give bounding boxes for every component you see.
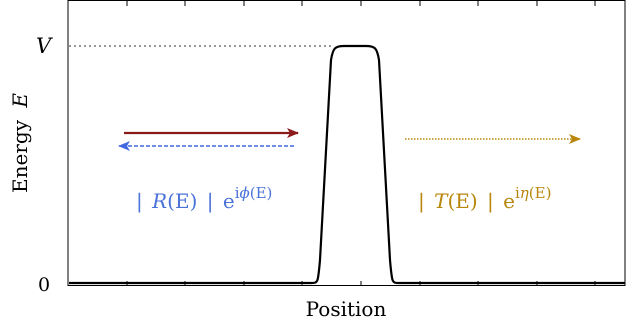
barrier-curve <box>69 44 625 285</box>
ytick-v: V <box>36 34 53 58</box>
x-ticks <box>126 1 596 286</box>
plot-frame <box>67 0 626 286</box>
y-axis-label: Energy E <box>8 93 32 193</box>
transmission-label: | T(E) | eiη(E) <box>418 184 551 214</box>
reflection-label: | R(E) | eiϕ(E) <box>136 184 272 214</box>
ytick-zero: 0 <box>38 274 50 296</box>
x-axis-label: Position <box>306 297 387 321</box>
